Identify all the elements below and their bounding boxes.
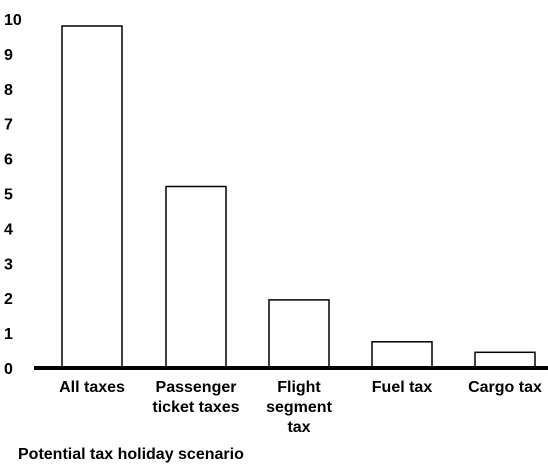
y-tick-label: 6 (4, 152, 13, 169)
y-tick-label: 10 (4, 12, 22, 29)
x-tick-label-line: segment (266, 399, 332, 416)
y-axis-ticks: 0 1 2 3 4 5 6 7 8 9 10 (4, 12, 22, 378)
x-tick-label: Fuel tax (372, 379, 433, 396)
y-tick-label: 8 (4, 82, 13, 99)
y-tick-label: 0 (4, 361, 13, 378)
y-tick-label: 5 (4, 187, 13, 204)
y-tick-label: 9 (4, 47, 13, 64)
bar (371, 341, 433, 369)
x-tick-label: Passenger ticket taxes (152, 379, 239, 416)
category-labels: All taxes Passenger ticket taxes Flight segm… (59, 379, 542, 436)
x-tick-label: Flight segment tax (266, 379, 332, 436)
x-tick-label-line: All taxes (59, 379, 125, 396)
x-tick-label-line: tax (287, 419, 310, 436)
bar (165, 185, 227, 369)
x-axis-title: Potential tax holiday scenario (18, 446, 244, 463)
x-tick-label: All taxes (59, 379, 125, 396)
y-tick-label: 2 (4, 291, 13, 308)
bar (474, 351, 536, 369)
y-tick-label: 1 (4, 326, 13, 343)
x-tick-label: Cargo tax (468, 379, 542, 396)
y-tick-label: 7 (4, 117, 13, 134)
x-tick-label-line: Cargo tax (468, 379, 542, 396)
x-tick-label-line: Fuel tax (372, 379, 433, 396)
y-tick-label: 3 (4, 256, 13, 273)
bars (61, 25, 536, 369)
x-tick-label-line: ticket taxes (152, 399, 239, 416)
bar (268, 299, 330, 369)
x-tick-label-line: Passenger (156, 379, 237, 396)
y-tick-label: 4 (4, 221, 13, 238)
x-tick-label-line: Flight (277, 379, 321, 396)
bar (61, 25, 123, 369)
